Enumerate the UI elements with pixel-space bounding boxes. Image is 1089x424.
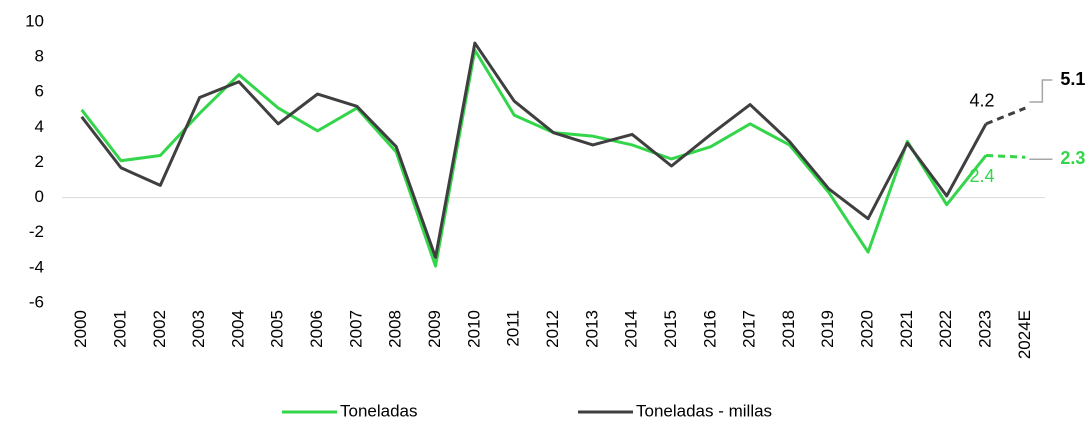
data-label: 4.2 xyxy=(970,91,995,111)
x-tick-label: 2019 xyxy=(818,310,837,348)
data-label: 2.4 xyxy=(970,166,995,186)
x-tick-label: 2017 xyxy=(740,310,759,348)
x-tick-label: 2002 xyxy=(150,310,169,348)
x-tick-label: 2020 xyxy=(858,310,877,348)
x-tick-label: 2009 xyxy=(425,310,444,348)
x-tick-label: 2004 xyxy=(228,310,247,348)
y-tick-label: -6 xyxy=(29,292,44,311)
series-line xyxy=(80,48,988,268)
x-tick-label: 2006 xyxy=(307,310,326,348)
x-tick-label: 2010 xyxy=(464,310,483,348)
y-tick-label: 10 xyxy=(25,11,44,30)
x-tick-label: 2014 xyxy=(622,310,641,348)
x-tick-label: 2023 xyxy=(976,310,995,348)
data-label: 2.3 xyxy=(1060,148,1085,168)
x-tick-label: 2008 xyxy=(386,310,405,348)
x-tick-label: 2016 xyxy=(700,310,719,348)
leader-line xyxy=(1029,79,1053,103)
x-tick-label: 2013 xyxy=(582,310,601,348)
legend-label: Toneladas - millas xyxy=(636,401,772,420)
y-tick-label: -2 xyxy=(29,222,44,241)
y-tick-label: -4 xyxy=(29,257,44,276)
x-tick-label: 2001 xyxy=(110,310,129,348)
series-line xyxy=(80,41,988,259)
series-line-estimate xyxy=(985,153,1026,159)
x-tick-label: 2021 xyxy=(897,310,916,348)
legend-label: Toneladas xyxy=(340,401,418,420)
y-tick-label: 4 xyxy=(35,117,44,136)
x-tick-label: 2007 xyxy=(346,310,365,348)
x-tick-label: 2018 xyxy=(779,310,798,348)
y-tick-label: 8 xyxy=(35,47,44,66)
x-tick-label: 2003 xyxy=(189,310,208,348)
y-tick-label: 2 xyxy=(35,152,44,171)
x-tick-label: 2015 xyxy=(661,310,680,348)
y-tick-label: 6 xyxy=(35,82,44,101)
x-tick-label: 2005 xyxy=(268,310,287,348)
y-tick-label: 0 xyxy=(35,187,44,206)
x-tick-label: 2024E xyxy=(1015,310,1034,359)
x-tick-label: 2011 xyxy=(504,310,523,347)
x-tick-label: 2000 xyxy=(71,310,90,348)
x-tick-label: 2012 xyxy=(543,310,562,348)
data-label: 5.1 xyxy=(1060,69,1085,89)
x-tick-label: 2022 xyxy=(936,310,955,348)
